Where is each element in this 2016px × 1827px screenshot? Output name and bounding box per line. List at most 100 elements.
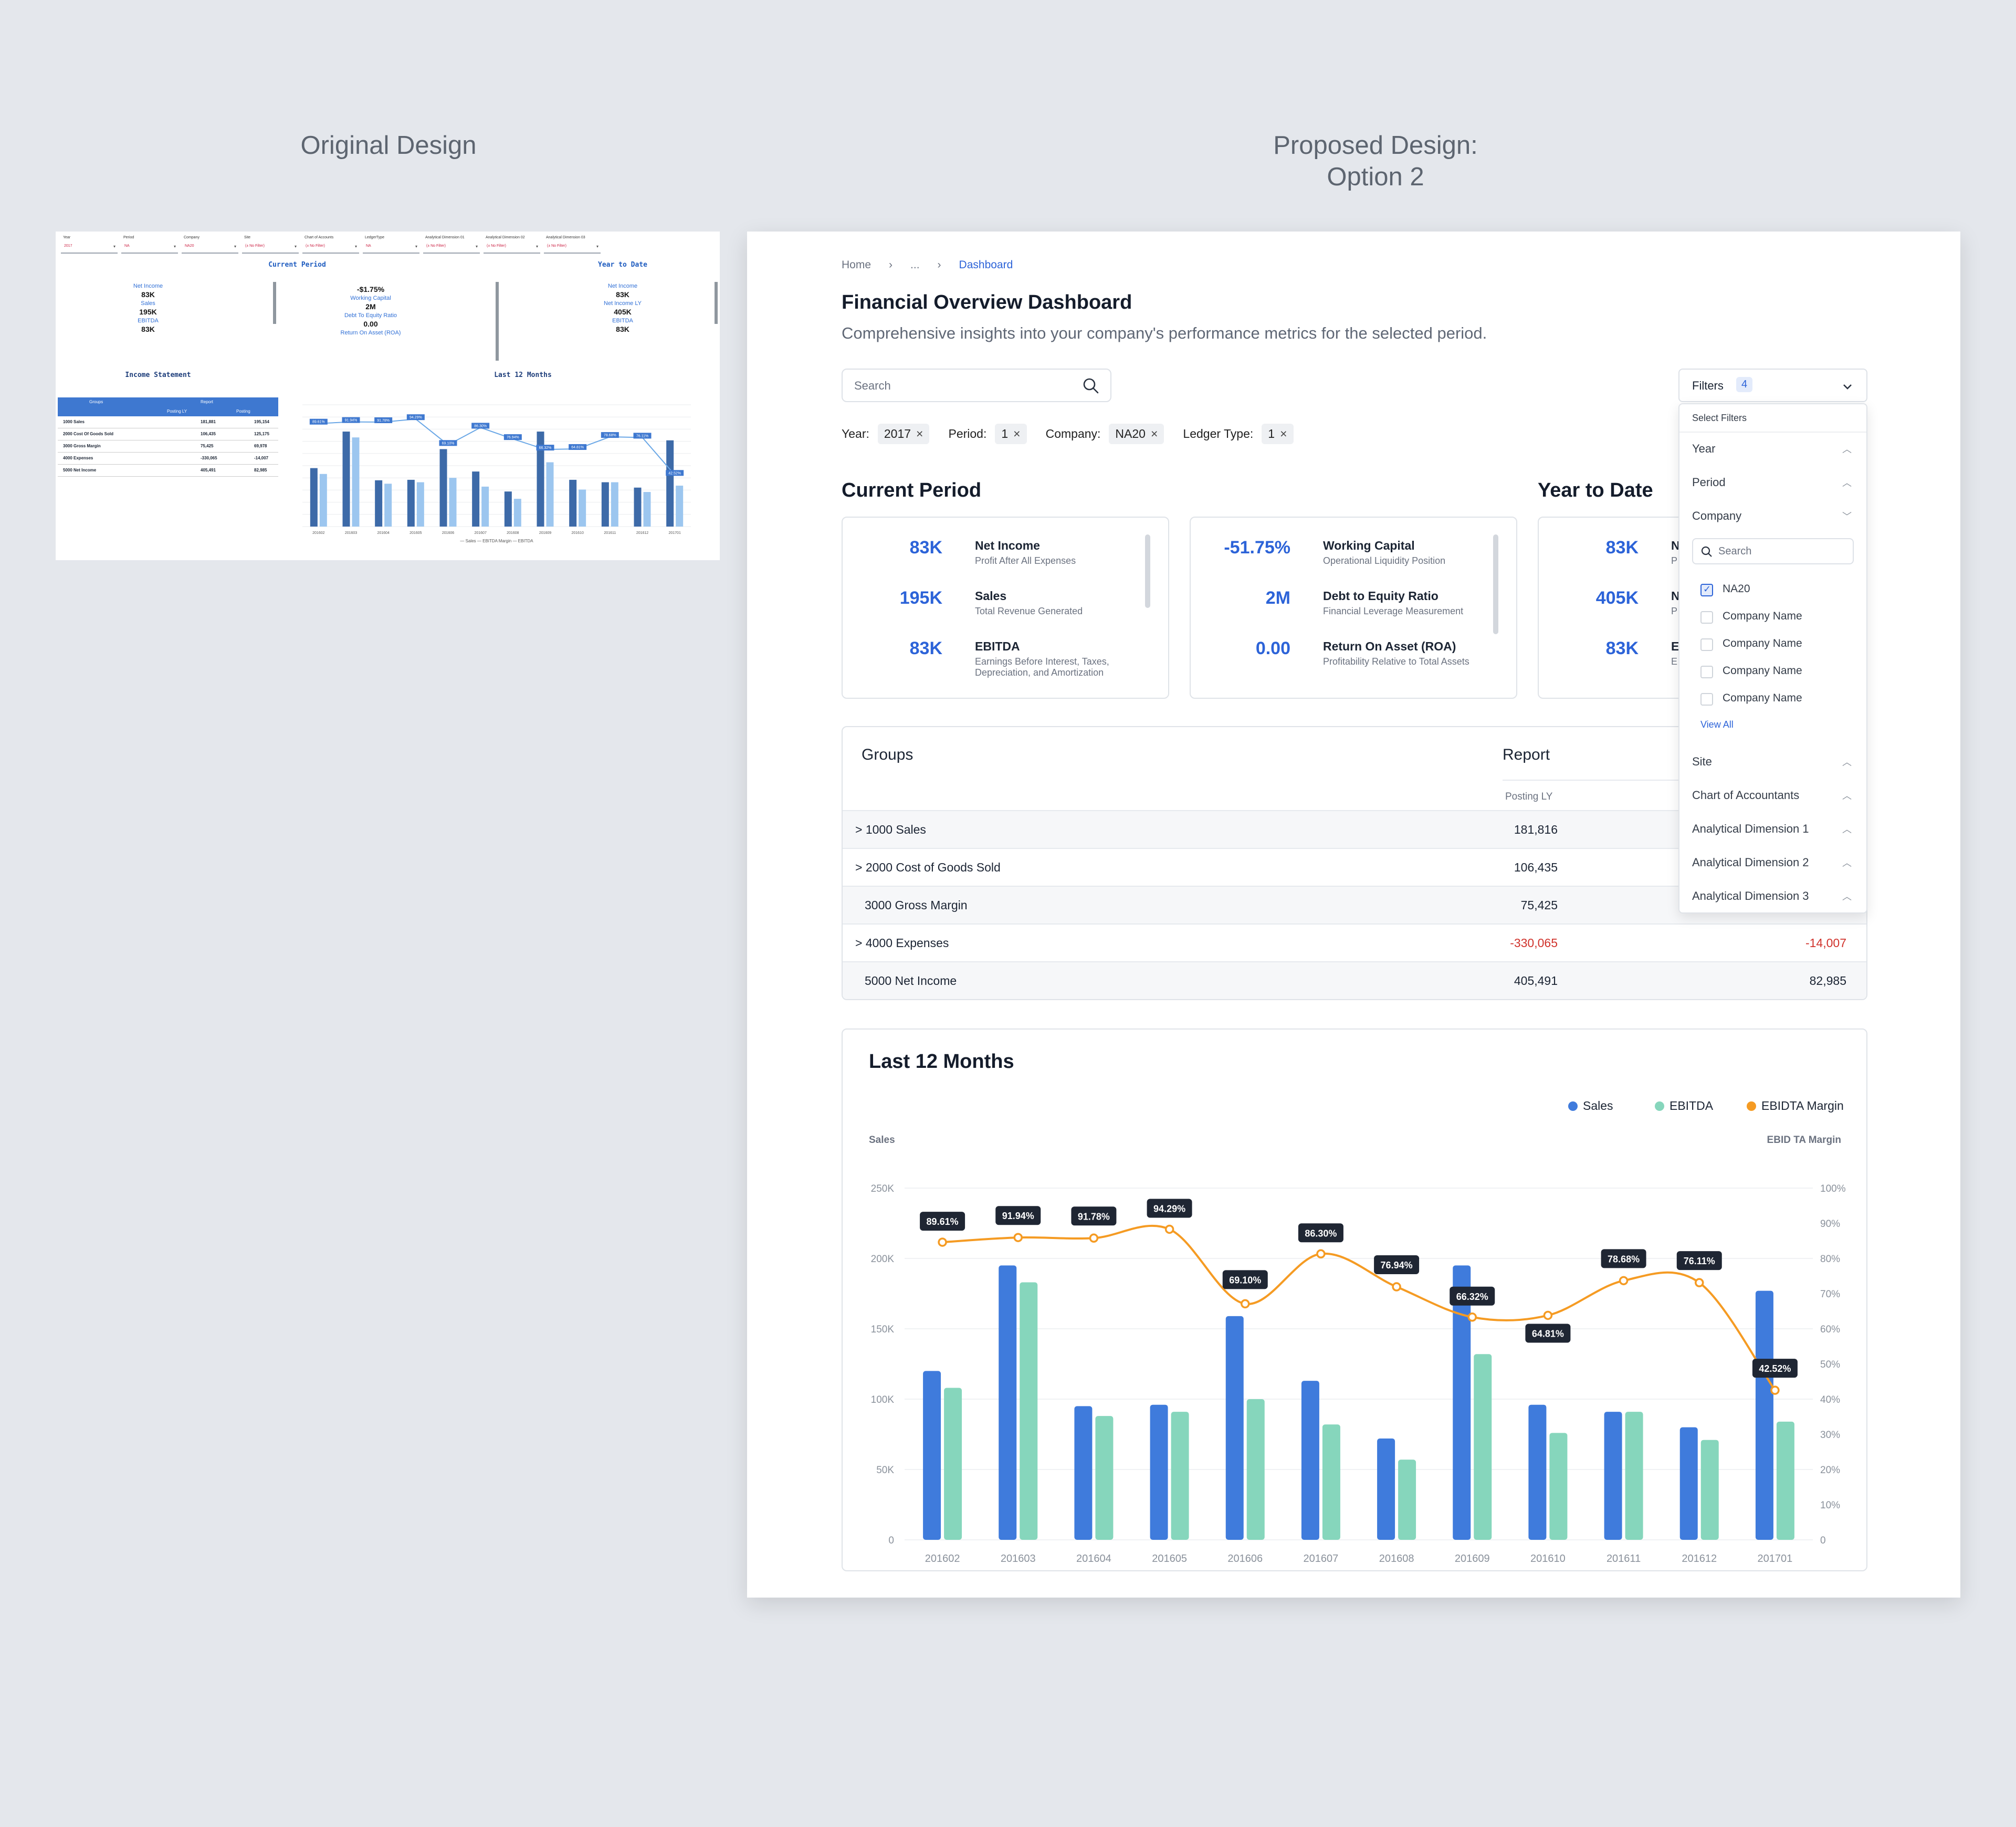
original-filter-dropdown[interactable]: Site (± No Filter) ▾ [242, 234, 299, 254]
original-row-ly: 106,435 [201, 432, 216, 436]
metric-name: EBITDA [975, 639, 1020, 653]
original-filter-label: Analytical Dimension 02 [486, 236, 525, 239]
original-x-tick-label: 201604 [377, 531, 389, 535]
company-checkbox[interactable] [1700, 638, 1713, 651]
original-scrollbar[interactable] [715, 282, 718, 324]
company-option-label[interactable]: Company Name [1723, 610, 1802, 622]
original-filter-dropdown[interactable]: Analytical Dimension 03 (± No Filter) ▾ [544, 234, 601, 254]
company-search-input[interactable]: Search [1692, 538, 1854, 564]
chevron-up-icon[interactable]: ︿ [1842, 478, 1852, 488]
scrollbar-thumb[interactable] [1145, 534, 1150, 608]
original-col-groups: Groups [89, 400, 103, 404]
original-data-label: 76.94% [507, 436, 519, 439]
legend-label: EBIDTA Margin [1761, 1099, 1844, 1112]
company-checkbox[interactable] [1700, 666, 1713, 678]
original-scrollbar[interactable] [496, 282, 499, 361]
company-option-label[interactable]: Company Name [1723, 692, 1802, 704]
original-filter-dropdown[interactable]: LedgerType NA ▾ [363, 234, 419, 254]
company-option-label[interactable]: NA20 [1723, 583, 1750, 595]
original-table-row[interactable]: 5000 Net Income 405,491 82,985 [58, 465, 278, 477]
legend-item-margin[interactable]: EBIDTA Margin [1747, 1099, 1844, 1113]
original-filter-dropdown[interactable]: Year 2017 ▾ [61, 234, 118, 254]
legend-item-sales[interactable]: Sales [1568, 1099, 1613, 1113]
breadcrumb-ellipsis[interactable]: ... [910, 259, 920, 271]
data-label-bubble [920, 1212, 965, 1231]
original-data-label: 66.32% [539, 446, 552, 450]
filter-chip[interactable]: 1 × [995, 424, 1027, 444]
close-icon[interactable]: × [1013, 427, 1021, 440]
y-tick-label: 150K [871, 1324, 895, 1335]
original-ebitda-bar [319, 474, 327, 527]
filter-year[interactable]: Year [1692, 442, 1716, 455]
data-label: 42.52% [1759, 1363, 1791, 1374]
original-table-row[interactable]: 3000 Gross Margin 75,425 69,978 [58, 440, 278, 453]
metric-name: Working Capital [1323, 539, 1415, 552]
close-icon[interactable]: × [916, 427, 923, 440]
original-filter-dropdown[interactable]: Company NA20 ▾ [182, 234, 238, 254]
chevron-down-icon[interactable]: ﹀ [1842, 511, 1852, 522]
company-checkbox[interactable] [1700, 611, 1713, 624]
original-metric-col-3: Net Income 83K Net Income LY 405K EBITDA… [554, 283, 691, 335]
original-table-body: 1000 Sales 181,881 195,154 2000 Cost Of Goo… [58, 416, 278, 477]
original-row-current: -14,007 [254, 456, 269, 460]
breadcrumb-current[interactable]: Dashboard [959, 259, 1013, 271]
sales-bar [1528, 1404, 1547, 1540]
close-icon[interactable]: × [1150, 427, 1158, 440]
original-table-row[interactable]: 4000 Expenses -330,065 -14,007 [58, 453, 278, 465]
filter-chip[interactable]: NA20 × [1109, 424, 1164, 444]
filter-analytical-dimension-2[interactable]: Analytical Dimension 2 [1692, 856, 1809, 869]
metric-value: 83K [1605, 538, 1639, 558]
chevron-up-icon[interactable]: ︿ [1842, 891, 1852, 902]
company-checkbox[interactable] [1700, 693, 1713, 706]
chevron-up-icon[interactable]: ︿ [1842, 858, 1852, 868]
ebitda-margin-line [942, 1224, 1776, 1391]
row-group-name: > 2000 Cost of Goods Sold [855, 860, 1001, 874]
original-filter-dropdown[interactable]: Chart of Accounts (± No Filter) ▾ [302, 234, 359, 254]
filter-period[interactable]: Period [1692, 476, 1726, 489]
original-data-label: 86.30% [474, 424, 487, 428]
data-label-bubble [995, 1206, 1041, 1225]
filter-company[interactable]: Company [1692, 509, 1742, 522]
y-axis-label: Sales [869, 1135, 895, 1146]
filter-chart-of-accounts[interactable]: Chart of Accountants [1692, 789, 1800, 802]
search-input[interactable]: Search [842, 369, 1111, 402]
legend-item-ebitda[interactable]: EBITDA [1655, 1099, 1713, 1113]
company-option-label[interactable]: Company Name [1723, 665, 1802, 677]
original-filter-dropdown[interactable]: Analytical Dimension 02 (± No Filter) ▾ [484, 234, 540, 254]
table-row[interactable]: > 4000 Expenses -330,065 -14,007 [843, 923, 1866, 961]
filter-chip[interactable]: 1 × [1262, 424, 1294, 444]
company-checkbox[interactable]: ✓ [1700, 584, 1713, 596]
original-filter-dropdown[interactable]: Period NA ▾ [121, 234, 178, 254]
original-data-label-bubble [536, 445, 554, 451]
view-all-link[interactable]: View All [1700, 719, 1734, 730]
chevron-up-icon[interactable]: ︿ [1842, 757, 1852, 768]
row-posting: 82,985 [1809, 974, 1846, 988]
original-table-row[interactable]: 2000 Cost Of Goods Sold 106,435 125,175 [58, 428, 278, 440]
chevron-up-icon[interactable]: ︿ [1842, 824, 1852, 835]
original-filter-dropdown[interactable]: Analytical Dimension 01 (± No Filter) ▾ [423, 234, 480, 254]
metric-value: 83K [1605, 638, 1639, 658]
chevron-down-icon[interactable] [1841, 380, 1854, 393]
table-row[interactable]: > 2000 Cost of Goods Sold 106,435 [843, 848, 1866, 886]
last-12-months-chart: 0 50K 100K 150K 200K 250K 0 10% 20% 30% 40% 50% 60% 7… [871, 1183, 1846, 1564]
search-icon[interactable] [1082, 377, 1100, 395]
filter-analytical-dimension-3[interactable]: Analytical Dimension 3 [1692, 889, 1809, 902]
filter-analytical-dimension-1[interactable]: Analytical Dimension 1 [1692, 822, 1809, 835]
company-option-label[interactable]: Company Name [1723, 637, 1802, 649]
chevron-up-icon[interactable]: ︿ [1842, 444, 1852, 455]
table-row[interactable]: 5000 Net Income 405,491 82,985 [843, 961, 1866, 999]
original-scrollbar[interactable] [273, 282, 276, 324]
filters-button[interactable]: Filters 4 [1678, 369, 1867, 402]
proposed-design-heading: Proposed Design: Option 2 [1176, 130, 1575, 193]
filter-chip[interactable]: 2017 × [877, 424, 930, 444]
breadcrumb-home[interactable]: Home [842, 259, 872, 271]
sales-bar [1604, 1412, 1622, 1540]
original-filter-label: Chart of Accounts [304, 236, 334, 239]
check-icon: ✓ [1703, 584, 1712, 594]
close-icon[interactable]: × [1280, 427, 1287, 440]
scrollbar-thumb[interactable] [1493, 534, 1498, 634]
chevron-up-icon[interactable]: ︿ [1842, 791, 1852, 801]
original-table-row[interactable]: 1000 Sales 181,881 195,154 [58, 416, 278, 428]
filter-site[interactable]: Site [1692, 755, 1712, 768]
metric-row: 83K N P [1539, 538, 1864, 585]
